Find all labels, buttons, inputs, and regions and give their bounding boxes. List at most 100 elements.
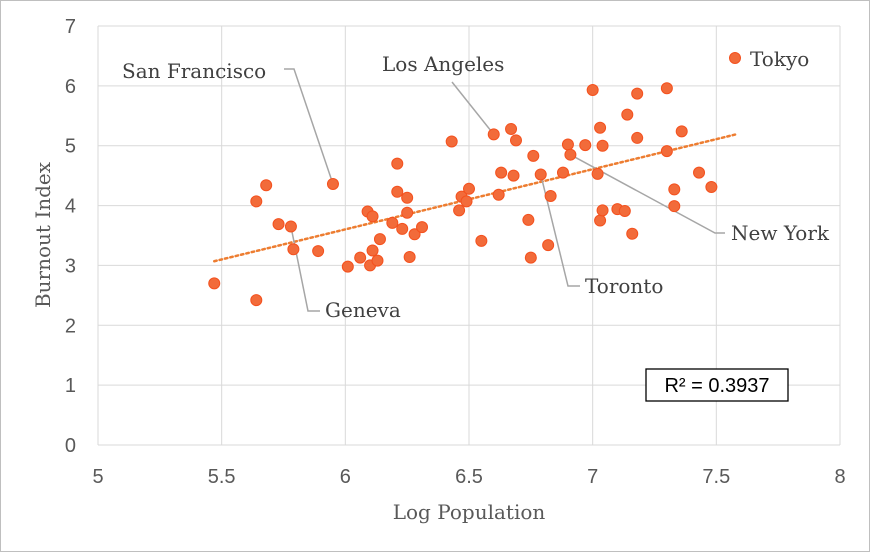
data-point (579, 139, 592, 152)
annotation-leader-lines (284, 68, 725, 312)
data-point (284, 220, 297, 233)
y-tick-label: 1 (65, 375, 76, 397)
data-point (366, 210, 379, 223)
data-point (596, 139, 609, 152)
data-point (542, 239, 555, 252)
leader-line (570, 154, 725, 234)
legend-label: Tokyo (750, 47, 809, 71)
annotation-labels: San Francisco Los Angeles New York Toronto G… (122, 52, 830, 322)
data-point (287, 243, 300, 256)
data-point (386, 216, 399, 229)
data-point (366, 244, 379, 257)
data-point (594, 214, 607, 227)
data-point (396, 222, 409, 235)
data-point (626, 227, 639, 240)
data-point (621, 108, 634, 121)
annotation-label: Geneva (325, 298, 401, 322)
data-point (705, 181, 718, 194)
data-point (403, 251, 416, 264)
data-point (591, 167, 604, 180)
y-tick-label: 5 (65, 136, 76, 158)
x-tick-label: 5 (92, 466, 103, 488)
data-point (693, 166, 706, 179)
data-point (460, 195, 473, 208)
data-point (668, 200, 681, 213)
data-point (401, 206, 414, 219)
data-point (556, 166, 569, 179)
data-point (509, 134, 522, 147)
data-point (594, 121, 607, 134)
leader-line (451, 81, 495, 135)
x-tick-label: 7 (587, 466, 598, 488)
data-point (596, 204, 609, 217)
x-tick-label: 7.5 (702, 466, 730, 488)
data-point (487, 128, 500, 141)
data-point (505, 122, 518, 135)
data-point (408, 228, 421, 241)
data-point (373, 233, 386, 246)
data-point (326, 178, 339, 191)
y-tick-label: 3 (65, 255, 76, 277)
data-point (675, 125, 688, 138)
annotation-label: Toronto (585, 274, 663, 298)
data-point (668, 183, 681, 196)
trendline-path (212, 133, 738, 263)
annotation-label: New York (731, 221, 830, 245)
data-point (660, 82, 673, 95)
legend-marker (729, 52, 741, 64)
data-point (208, 277, 221, 290)
y-tick-label: 2 (65, 315, 76, 337)
y-tick-label: 7 (65, 16, 76, 38)
data-point (445, 135, 458, 148)
data-point (631, 131, 644, 144)
x-axis-ticks: 5 5.5 6 6.5 7 7.5 8 (92, 466, 845, 488)
leader-line (290, 226, 320, 312)
data-point (524, 251, 537, 264)
y-axis-title: Burnout Index (31, 161, 55, 308)
leader-line (284, 68, 334, 185)
data-point (453, 204, 466, 217)
data-point (527, 149, 540, 162)
x-tick-label: 8 (834, 466, 845, 488)
data-point (544, 189, 557, 202)
data-point (341, 260, 354, 273)
data-point (371, 254, 384, 267)
data-point (631, 87, 644, 100)
data-point (522, 213, 535, 226)
data-point (463, 182, 475, 195)
annotation-label: San Francisco (122, 59, 266, 83)
r-squared-label: R² = 0.3937 (664, 375, 769, 397)
data-point (354, 251, 367, 264)
y-tick-label: 0 (65, 435, 76, 457)
data-point (495, 166, 508, 179)
data-point (475, 234, 488, 247)
data-point (416, 221, 429, 234)
data-point (561, 138, 574, 151)
trendline (212, 133, 738, 263)
x-tick-label: 5.5 (208, 466, 236, 488)
data-point (618, 204, 631, 217)
data-point (272, 218, 285, 231)
annotation-label: Los Angeles (382, 52, 504, 76)
data-point (250, 195, 263, 208)
data-point (507, 169, 520, 182)
data-point (312, 245, 325, 258)
x-tick-label: 6 (340, 466, 351, 488)
y-axis-ticks: 0 1 2 3 4 5 6 7 (65, 16, 76, 457)
data-point (260, 179, 273, 192)
data-point (391, 185, 404, 198)
leader-line (539, 174, 580, 287)
data-point (660, 145, 673, 158)
data-point (250, 294, 263, 307)
r-squared-box: R² = 0.3937 (645, 368, 789, 402)
data-point (492, 188, 505, 201)
legend: Tokyo (729, 47, 809, 71)
x-tick-label: 6.5 (455, 466, 483, 488)
data-point (391, 157, 404, 170)
data-point (564, 148, 577, 161)
data-point (586, 84, 599, 97)
data-point (534, 168, 547, 181)
y-tick-label: 6 (65, 76, 76, 98)
